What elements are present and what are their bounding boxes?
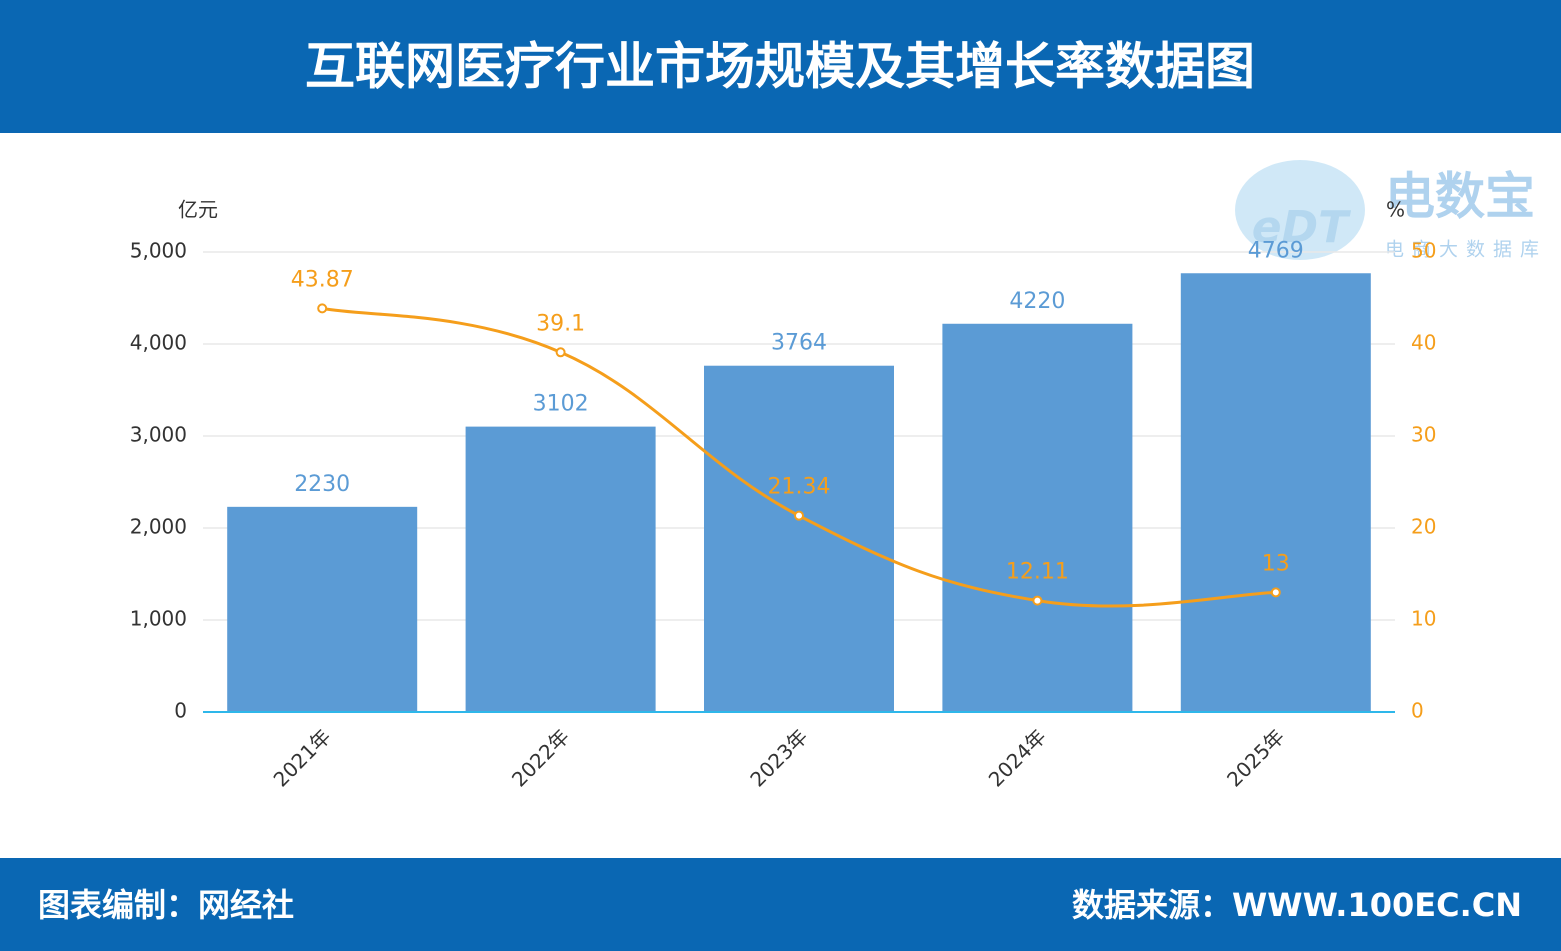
x-tick-label: 2024年 bbox=[984, 724, 1051, 791]
watermark: eDT 电数宝 电商大数据库 bbox=[1235, 160, 1547, 261]
bar bbox=[704, 365, 894, 712]
line-value-label: 43.87 bbox=[291, 267, 354, 292]
line-point bbox=[1032, 595, 1043, 606]
line-point bbox=[555, 347, 566, 358]
y2-tick-label: 10 bbox=[1411, 607, 1436, 631]
y2-tick-label: 30 bbox=[1411, 423, 1436, 447]
watermark-logo: eDT bbox=[1252, 202, 1351, 253]
bar-value-label: 4769 bbox=[1248, 238, 1304, 263]
line-point bbox=[794, 510, 804, 521]
y-tick-label: 4,000 bbox=[130, 331, 187, 355]
bar bbox=[942, 323, 1133, 712]
header-band bbox=[0, 0, 1561, 133]
line-point bbox=[317, 303, 328, 314]
chart-title: 互联网医疗行业市场规模及其增长率数据图 bbox=[305, 38, 1255, 96]
y-tick-label: 5,000 bbox=[130, 239, 187, 263]
bar-value-label: 3102 bbox=[533, 392, 589, 417]
x-tick-label: 2025年 bbox=[1222, 724, 1289, 791]
line-value-label: 13 bbox=[1262, 551, 1290, 576]
y-unit: 亿元 bbox=[178, 198, 218, 222]
y-tick-label: 0 bbox=[174, 699, 187, 723]
y-tick-label: 1,000 bbox=[130, 607, 187, 631]
bar bbox=[227, 506, 418, 712]
line-value-label: 39.1 bbox=[536, 311, 585, 336]
line-value-label: 12.11 bbox=[1006, 560, 1069, 585]
y2-tick-label: 20 bbox=[1411, 515, 1436, 539]
x-tick-label: 2021年 bbox=[269, 724, 336, 791]
y-tick-label: 2,000 bbox=[130, 515, 187, 539]
footer-left: 图表编制：网经社 bbox=[38, 886, 294, 924]
watermark-name: 电数宝 bbox=[1385, 168, 1535, 226]
y2-tick-label: 40 bbox=[1411, 331, 1436, 355]
x-tick-label: 2022年 bbox=[507, 724, 574, 791]
line-value-label: 21.34 bbox=[768, 475, 831, 500]
watermark-cloud bbox=[1235, 160, 1365, 260]
line-point bbox=[1270, 587, 1281, 598]
footer-band bbox=[0, 858, 1561, 951]
x-tick-label: 2023年 bbox=[745, 724, 812, 791]
y-tick-label: 3,000 bbox=[130, 423, 187, 447]
bar-value-label: 3764 bbox=[771, 331, 827, 356]
bar bbox=[1180, 273, 1371, 712]
bar-value-label: 4220 bbox=[1009, 289, 1065, 314]
bar-value-label: 2230 bbox=[294, 472, 350, 497]
y2-unit: % bbox=[1386, 198, 1405, 222]
watermark-subtitle: 电商大数据库 bbox=[1385, 239, 1547, 261]
y2-tick-label: 0 bbox=[1411, 699, 1424, 723]
bar bbox=[465, 426, 656, 712]
y2-tick-label: 50 bbox=[1411, 239, 1436, 263]
footer-right: 数据来源：WWW.100EC.CN bbox=[1072, 886, 1522, 924]
